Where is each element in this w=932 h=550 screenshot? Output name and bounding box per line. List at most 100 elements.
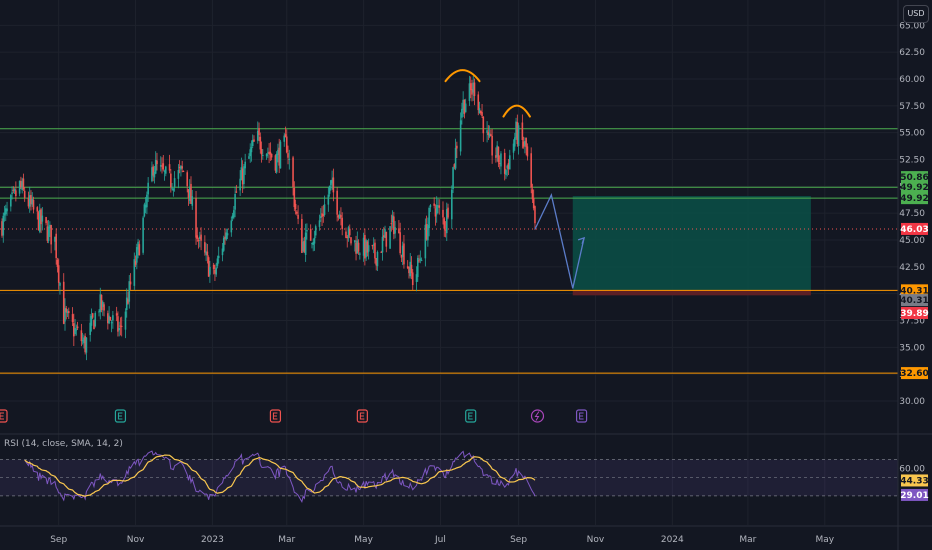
candle-body — [71, 314, 74, 322]
candle-body — [445, 209, 448, 234]
candle-body — [464, 103, 467, 113]
candle-body — [398, 228, 400, 234]
candle-body — [534, 206, 536, 224]
candle-body — [516, 121, 519, 145]
candle-body — [384, 229, 386, 238]
candle-body — [451, 189, 453, 220]
candle-body — [110, 322, 113, 324]
candle-body — [80, 330, 83, 342]
price-tag-bg — [901, 181, 928, 194]
currency-button[interactable]: USD — [903, 5, 929, 23]
candle-body — [372, 244, 375, 246]
candle-body — [161, 165, 163, 167]
candle-body — [473, 82, 476, 97]
candle-body — [182, 170, 185, 172]
candle-body — [287, 153, 289, 158]
candle-body — [508, 155, 511, 170]
candle-body — [350, 237, 352, 244]
candle-body — [164, 166, 167, 174]
candle-body — [65, 308, 68, 313]
candle-body — [400, 255, 403, 258]
candle-body — [234, 193, 236, 210]
price-axis-label: 42.50 — [899, 263, 925, 273]
candle-body — [230, 220, 233, 233]
candle-body — [505, 170, 507, 176]
candle-body — [190, 183, 192, 204]
candle-body — [205, 251, 207, 255]
candle-body — [248, 156, 250, 159]
candle-body — [2, 215, 5, 236]
candle-body — [385, 231, 388, 247]
candle-body — [89, 322, 91, 336]
candle-body — [181, 166, 183, 169]
price-tag-bg — [901, 294, 928, 307]
candle-body — [156, 160, 158, 165]
price-tag: 40.31 — [900, 286, 928, 296]
candle-body — [469, 83, 472, 91]
price-tag: 49.92 — [900, 183, 928, 193]
candle-body — [46, 226, 49, 241]
earnings-icon — [465, 409, 477, 423]
candle-body — [56, 259, 59, 267]
candle-body — [497, 146, 500, 163]
candle-body — [259, 136, 262, 150]
candle-body — [456, 145, 458, 149]
target-zone — [572, 195, 811, 296]
candle-body — [293, 187, 296, 208]
stop-box — [572, 290, 811, 296]
candle-body — [419, 258, 422, 260]
candle-body — [364, 235, 366, 259]
candle-body — [401, 245, 404, 257]
candle-body — [411, 272, 414, 286]
candle-body — [10, 195, 12, 207]
candle-body — [170, 173, 172, 188]
price-tag: 39.89 — [900, 309, 928, 319]
candlestick-series — [1, 75, 536, 361]
candle-body — [336, 190, 338, 215]
candle-body — [517, 125, 520, 146]
candle-body — [267, 152, 269, 154]
time-axis-label: Sep — [510, 535, 527, 545]
candle-body — [425, 224, 428, 240]
candle-body — [221, 248, 224, 256]
candle-body — [453, 164, 456, 168]
candle-body — [240, 167, 243, 181]
candle-body — [321, 213, 323, 217]
candle-body — [380, 251, 383, 253]
candle-body — [521, 122, 524, 140]
time-axis-label: 2024 — [661, 535, 684, 545]
candle-body — [172, 188, 175, 191]
candle-body — [478, 108, 481, 114]
candle-body — [30, 195, 32, 204]
candle-body — [482, 116, 485, 134]
candle-body — [173, 178, 176, 187]
earnings-glyph — [272, 412, 278, 420]
price-axis[interactable]: 65.0062.5060.0057.5055.0052.5050.0047.50… — [899, 21, 925, 474]
candle-body — [250, 147, 253, 153]
candle-body — [434, 208, 437, 217]
price-tag: 49.92 — [900, 194, 928, 204]
candle-body — [265, 153, 268, 157]
earnings-icon — [0, 409, 8, 423]
price-axis-label: 35.00 — [899, 343, 925, 353]
candle-body — [348, 228, 351, 236]
candle-body — [296, 211, 298, 214]
price-tag-bg — [901, 306, 928, 319]
candle-body — [302, 241, 304, 251]
candle-body — [294, 203, 297, 210]
candle-body — [486, 130, 488, 133]
earnings-glyph — [359, 412, 365, 420]
candle-body — [418, 260, 420, 262]
candle-body — [443, 218, 446, 229]
candle-body — [491, 135, 493, 156]
candle-body — [84, 336, 86, 353]
candle-body — [38, 209, 41, 232]
candle-body — [36, 207, 39, 212]
earnings-glyph — [117, 412, 123, 420]
candle-body — [251, 139, 254, 147]
candle-body — [13, 189, 16, 192]
candle-body — [288, 158, 291, 160]
candle-body — [376, 252, 379, 267]
